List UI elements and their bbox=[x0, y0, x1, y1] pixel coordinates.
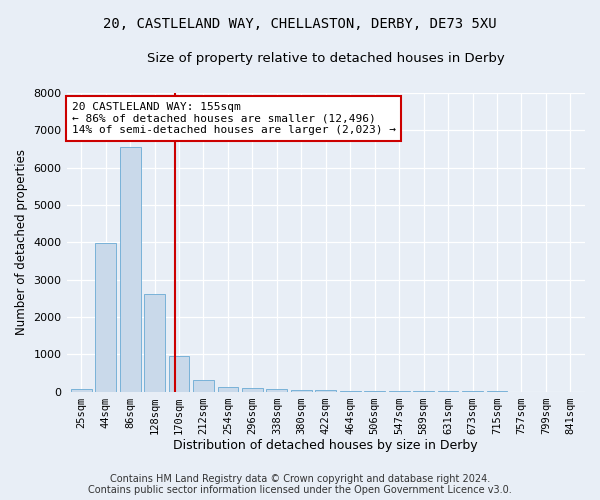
Bar bbox=[95, 243, 116, 392]
Bar bbox=[316, 390, 336, 392]
Y-axis label: Number of detached properties: Number of detached properties bbox=[15, 150, 28, 336]
Bar bbox=[218, 387, 238, 392]
Bar bbox=[364, 391, 385, 392]
Bar bbox=[291, 390, 312, 392]
Bar bbox=[266, 389, 287, 392]
Bar bbox=[120, 147, 140, 392]
Text: 20, CASTLELAND WAY, CHELLASTON, DERBY, DE73 5XU: 20, CASTLELAND WAY, CHELLASTON, DERBY, D… bbox=[103, 18, 497, 32]
Bar bbox=[169, 356, 190, 392]
Text: Contains public sector information licensed under the Open Government Licence v3: Contains public sector information licen… bbox=[88, 485, 512, 495]
Bar bbox=[71, 390, 92, 392]
Bar bbox=[144, 294, 165, 392]
Bar bbox=[193, 380, 214, 392]
Title: Size of property relative to detached houses in Derby: Size of property relative to detached ho… bbox=[147, 52, 505, 66]
Text: Contains HM Land Registry data © Crown copyright and database right 2024.: Contains HM Land Registry data © Crown c… bbox=[110, 474, 490, 484]
Text: 20 CASTLELAND WAY: 155sqm
← 86% of detached houses are smaller (12,496)
14% of s: 20 CASTLELAND WAY: 155sqm ← 86% of detac… bbox=[72, 102, 396, 135]
Bar bbox=[340, 391, 361, 392]
Bar bbox=[242, 388, 263, 392]
X-axis label: Distribution of detached houses by size in Derby: Distribution of detached houses by size … bbox=[173, 440, 478, 452]
